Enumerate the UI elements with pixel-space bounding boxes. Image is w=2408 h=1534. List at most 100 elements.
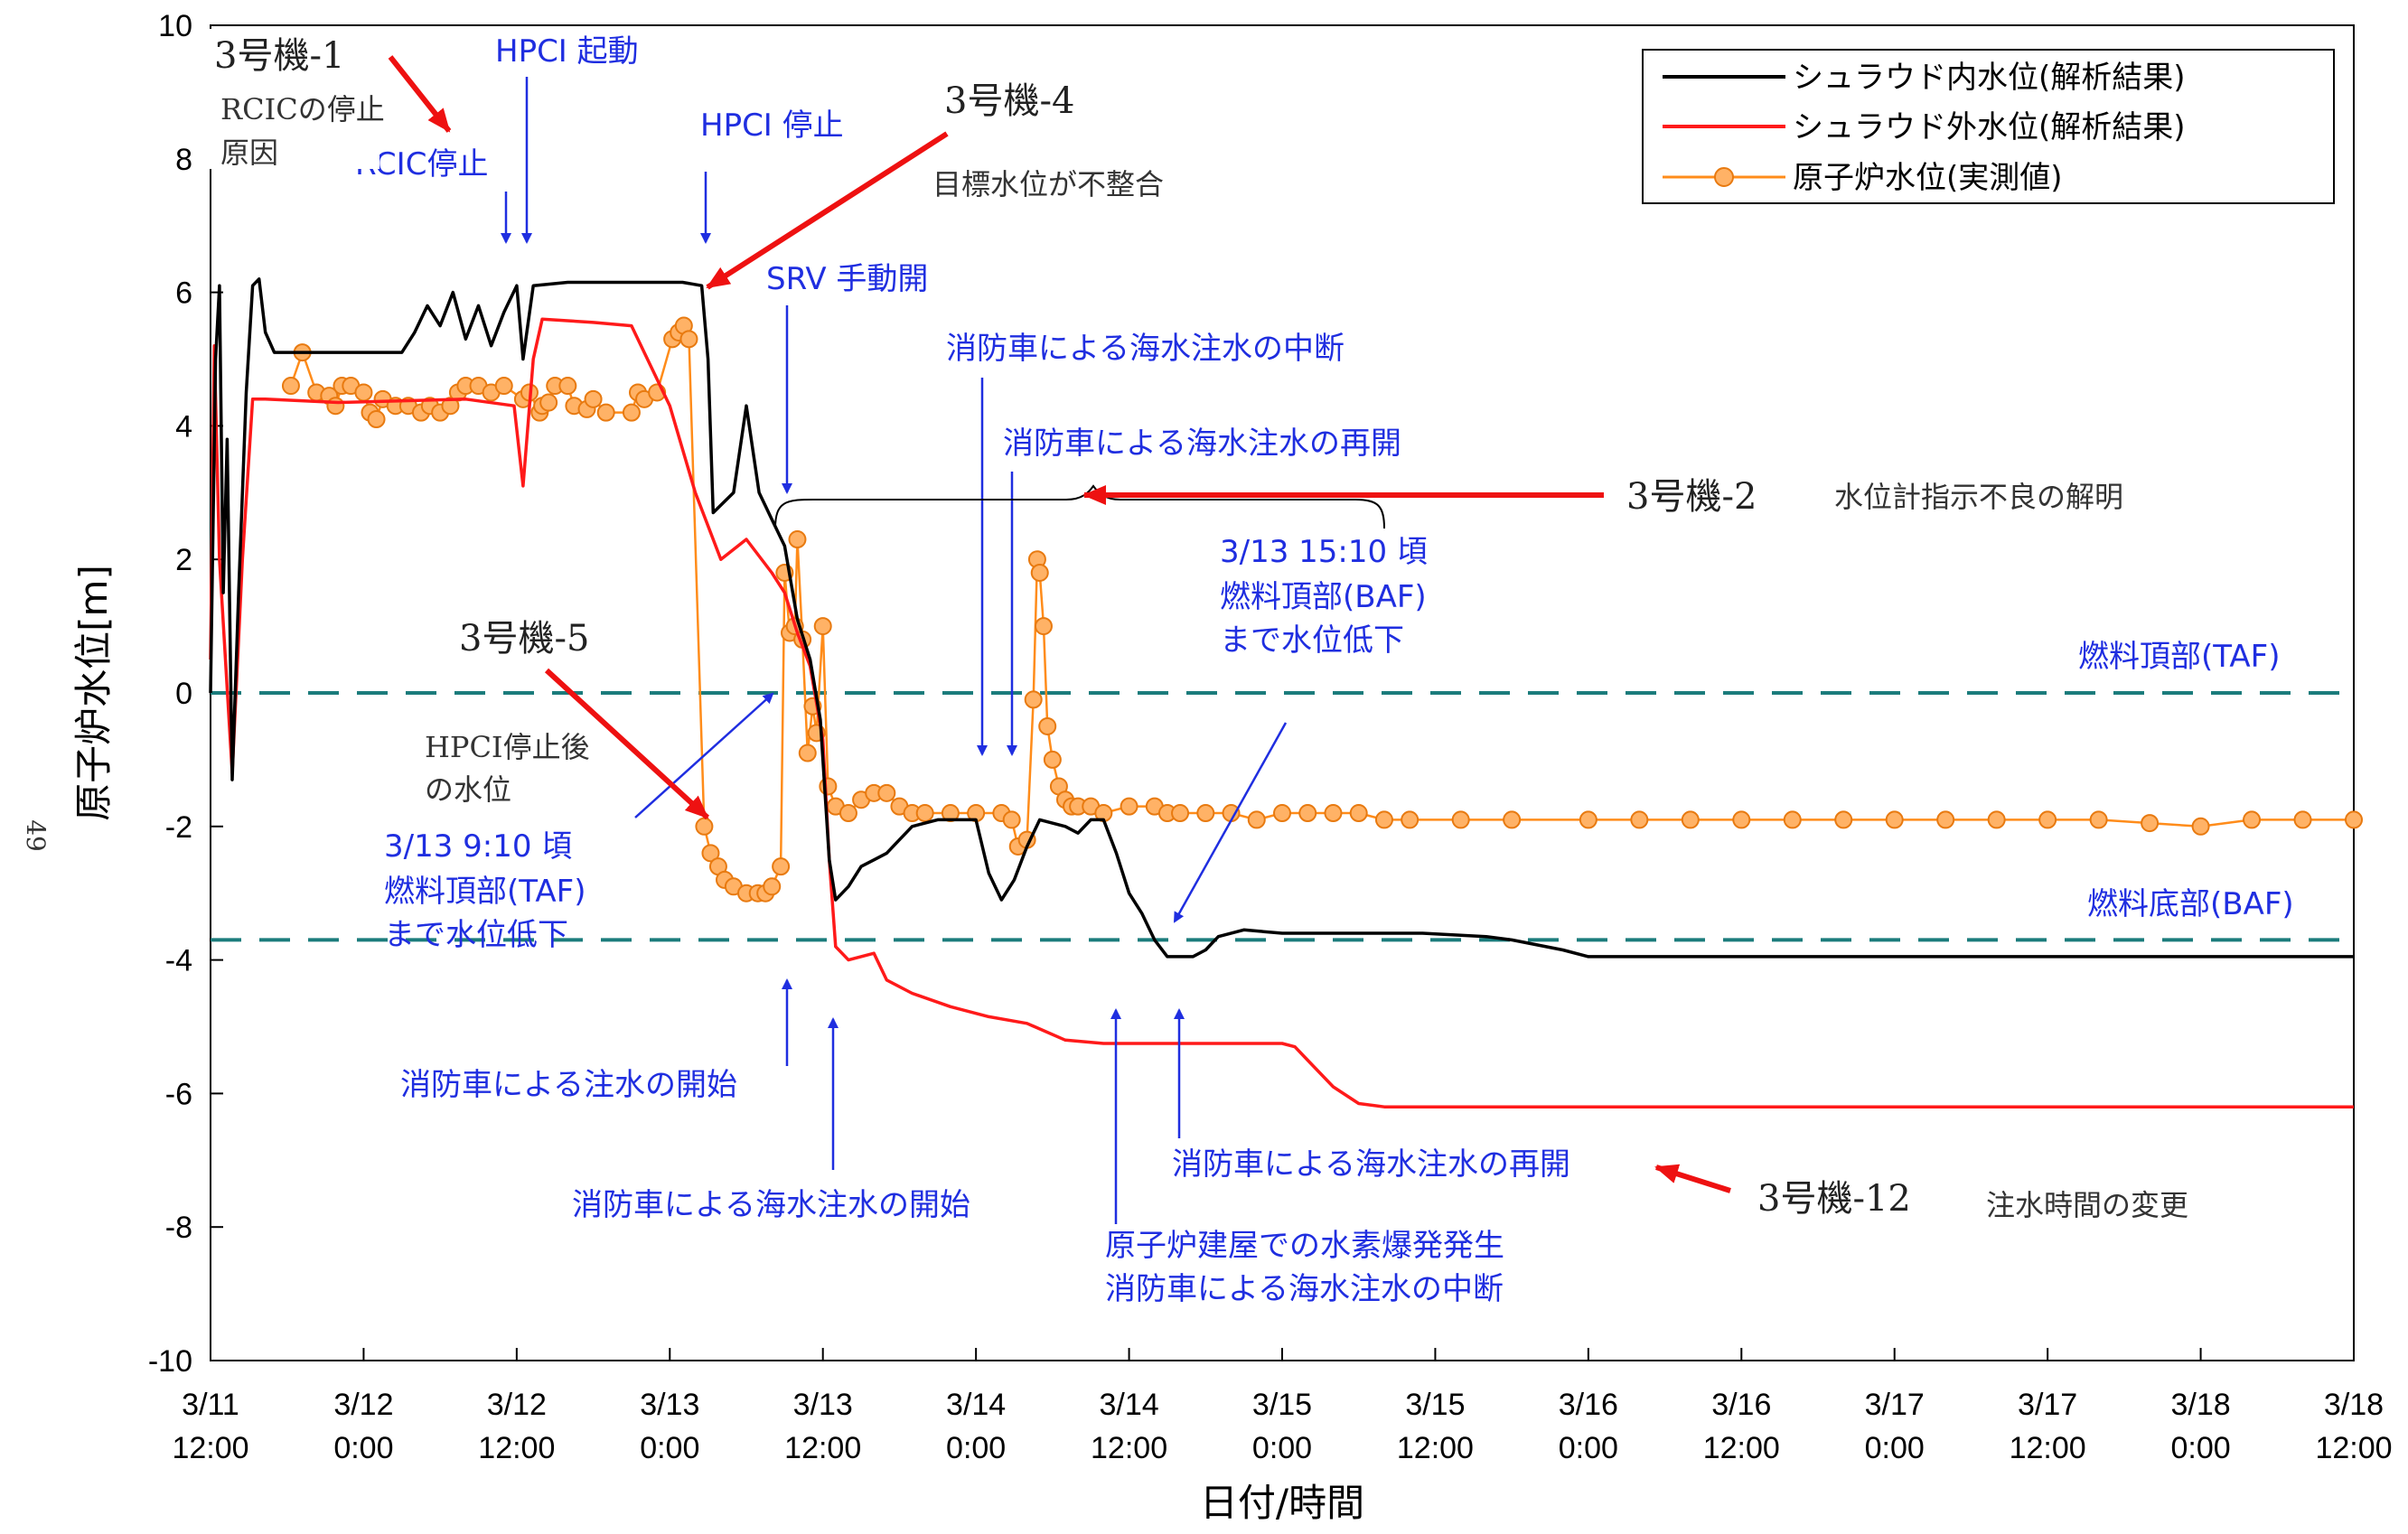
legend-label-measured: 原子炉水位(実測値)	[1793, 160, 2063, 196]
measured-point	[679, 330, 698, 349]
measured-point	[798, 744, 817, 762]
measured-point	[1030, 563, 1049, 582]
y-tick-label: 6	[175, 276, 192, 311]
measured-point	[1374, 810, 1393, 829]
x-tick-label-time: 0:00	[640, 1431, 699, 1465]
measured-point	[326, 397, 345, 416]
x-tick-label-date: 3/18	[2324, 1388, 2384, 1422]
issue-u3-12-sub: 注水時間の変更	[1986, 1188, 2188, 1222]
measured-point	[2293, 810, 2312, 829]
red-arrow-u3-4	[706, 131, 949, 290]
x-tick-label-date: 3/17	[1865, 1388, 1925, 1422]
measured-point	[1783, 810, 1802, 829]
ann-taf-time-3: まで水位低下	[384, 917, 568, 953]
measured-point	[839, 804, 857, 823]
arrow-taf-time	[634, 692, 774, 818]
ann-sw-resume: 消防車による海水注水の再開	[1003, 426, 1401, 462]
x-axis-ticks: 3/11 12:00 3/12 0:00 3/12 12:00 3/13 0:00 3/13 12…	[172, 1348, 2393, 1465]
x-tick-label-time: 0:00	[333, 1431, 393, 1465]
measured-point	[1038, 716, 1057, 735]
measured-point	[2089, 810, 2108, 829]
ref-label-taf: 燃料頂部(TAF)	[2078, 639, 2280, 675]
x-tick-label-date: 3/13	[793, 1388, 853, 1422]
ann-sw-resume2: 消防車による海水注水の再開	[1172, 1146, 1570, 1183]
issue-u3-5-sub2: の水位	[425, 772, 511, 807]
issue-annotations: 3号機-1 RCICの停止 原因 3号機-4 目標水位が不整合 3号機-2 水位…	[208, 29, 2188, 1222]
measured-point	[2345, 810, 2363, 829]
inner-shroud-line	[209, 277, 2354, 959]
measured-point	[819, 777, 838, 796]
measured-point	[695, 817, 714, 836]
blue-annotations: HPCI 起動 RCIC停止 HPCI 停止 SRV 手動開 消防車による海水注…	[355, 33, 1570, 1307]
ann-baf-time-3: まで水位低下	[1220, 622, 1404, 659]
measured-point	[1024, 690, 1043, 709]
y-tick-label: 4	[175, 409, 192, 444]
y-axis-ticks: 10 8 6 4 2 0 -2 -4 -6 -8 -10	[148, 9, 223, 1379]
page-number: 49	[21, 819, 51, 852]
x-tick-label-date: 3/16	[1559, 1388, 1618, 1422]
measured-point	[1120, 797, 1138, 816]
measured-point	[1002, 810, 1021, 829]
x-tick-label-date: 3/13	[640, 1388, 699, 1422]
ann-taf-time-2: 燃料頂部(TAF)	[384, 874, 586, 910]
red-arrow-u3-12	[1654, 1164, 1731, 1193]
measured-point	[915, 804, 934, 823]
measured-point	[1298, 804, 1317, 823]
ann-hpci-start: HPCI 起動	[495, 33, 639, 70]
ann-fw-start: 消防車による注水の開始	[400, 1067, 737, 1103]
ann-sw-interrupt2: 消防車による海水注水の中断	[1105, 1271, 1504, 1307]
u3-1-bg	[208, 29, 379, 169]
issue-u3-12: 3号機-12	[1757, 1178, 1911, 1220]
legend: シュラウド内水位(解析結果) シュラウド外水位(解析結果) 原子炉水位(実測値)	[1642, 49, 2335, 204]
x-tick-label-time: 12:00	[784, 1431, 861, 1465]
measured-point	[877, 783, 896, 802]
y-tick-label: -10	[148, 1344, 192, 1379]
y-tick-label: 0	[175, 677, 192, 711]
red-arrow-u3-1	[388, 55, 452, 133]
y-tick-label: -6	[165, 1077, 192, 1111]
x-tick-label-date: 3/18	[2170, 1388, 2230, 1422]
ann-sw-interrupt: 消防車による海水注水の中断	[946, 331, 1345, 367]
measured-point	[1196, 804, 1215, 823]
measured-point	[1503, 810, 1522, 829]
measured-point	[1579, 810, 1598, 829]
y-tick-label: -8	[165, 1211, 192, 1245]
ann-srv-open: SRV 手動開	[766, 261, 928, 297]
measured-point	[281, 377, 300, 396]
ref-label-baf: 燃料底部(BAF)	[2087, 886, 2294, 922]
x-tick-label-date: 3/17	[2018, 1388, 2077, 1422]
measured-point	[772, 857, 791, 876]
measured-point	[1681, 810, 1700, 829]
measured-point	[1349, 804, 1368, 823]
y-tick-label: -4	[165, 944, 192, 978]
issue-u3-5-sub1: HPCI停止後	[425, 730, 590, 764]
x-tick-label-time: 12:00	[1397, 1431, 1474, 1465]
x-tick-label-date: 3/12	[487, 1388, 547, 1422]
measured-point	[1885, 810, 1904, 829]
measured-point	[701, 844, 720, 863]
measured-point	[813, 617, 832, 636]
x-tick-label-time: 12:00	[1703, 1431, 1780, 1465]
y-tick-label: 2	[175, 543, 192, 577]
y-tick-label: 10	[158, 9, 192, 43]
measured-point	[763, 877, 782, 896]
measured-point	[1171, 804, 1190, 823]
red-arrow-u3-5	[544, 668, 710, 820]
issue-u3-2: 3号機-2	[1626, 476, 1757, 518]
measured-point	[441, 397, 460, 416]
ann-baf-time-2: 燃料頂部(BAF)	[1220, 579, 1427, 615]
ann-baf-time-1: 3/13 15:10 頃	[1220, 534, 1428, 570]
x-tick-label-time: 0:00	[1559, 1431, 1618, 1465]
y-axis-title: 原子炉水位[m]	[71, 565, 116, 821]
x-tick-label-date: 3/15	[1252, 1388, 1312, 1422]
measured-point	[1401, 810, 1420, 829]
measured-point	[1247, 810, 1266, 829]
x-tick-label-time: 0:00	[2170, 1431, 2230, 1465]
measured-point	[494, 377, 513, 396]
x-tick-label-date: 3/14	[1099, 1388, 1158, 1422]
x-tick-label-date: 3/12	[333, 1388, 393, 1422]
ann-sw-start: 消防車による海水注水の開始	[572, 1187, 970, 1223]
measured-point	[2191, 817, 2210, 836]
measured-point	[596, 403, 615, 422]
legend-marker-measured	[1714, 167, 1734, 187]
